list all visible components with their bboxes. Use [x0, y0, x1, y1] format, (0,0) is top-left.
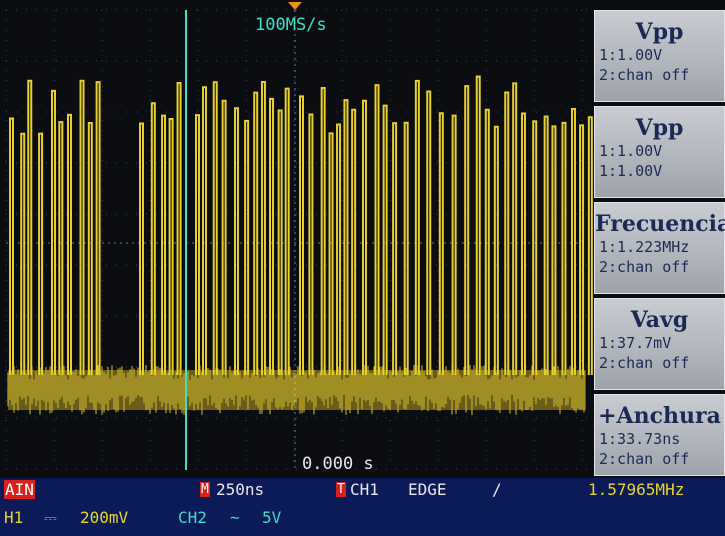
- pulse: [552, 126, 555, 375]
- pulse: [279, 110, 282, 375]
- pulse: [522, 114, 525, 375]
- measurement-value: 2:chan off: [595, 353, 724, 373]
- pulse: [28, 81, 31, 375]
- measurement-value: 2:chan off: [595, 65, 724, 85]
- frequency: 1.57965MHz: [588, 480, 684, 499]
- measurement-title: Vpp: [595, 115, 724, 141]
- measurement-value: 1:1.00V: [595, 161, 724, 181]
- pulse: [214, 82, 217, 375]
- status-bar: AIN M 250ns T CH1 EDGE / 1.57965MHz H1 ⎓…: [0, 478, 725, 536]
- measurement-value: 1:1.00V: [595, 141, 724, 161]
- pulse: [495, 127, 498, 375]
- pulse: [344, 100, 347, 375]
- pulse: [330, 133, 333, 375]
- pulse: [416, 81, 419, 375]
- pulse: [405, 123, 408, 375]
- noise-band: [8, 370, 586, 410]
- pulse: [513, 83, 516, 375]
- waveform-display: 100MS/s 0.000 s: [0, 0, 594, 478]
- pulse: [562, 123, 565, 375]
- pulse: [21, 134, 24, 375]
- pulse: [68, 115, 71, 375]
- pulse: [393, 123, 396, 375]
- ch1-coupling: ⎓: [44, 508, 57, 528]
- trigger-source: CH1: [350, 480, 379, 499]
- pulse: [505, 93, 508, 375]
- ch2-scale: 5V: [262, 508, 281, 527]
- pulse: [309, 114, 312, 375]
- pulse: [59, 122, 62, 375]
- trigger-marker: [288, 2, 302, 10]
- pulse: [223, 101, 226, 375]
- pulse: [453, 116, 456, 375]
- pulse: [39, 134, 42, 375]
- ch1-label: H1: [4, 508, 23, 527]
- ch2-coupling: ~: [230, 508, 240, 527]
- measurement-value: 1:1.00V: [595, 45, 724, 65]
- pulse: [262, 82, 265, 375]
- measurement-title: Vavg: [595, 307, 724, 333]
- timebase-icon: M: [200, 482, 210, 497]
- ch1-scale: 200mV: [80, 508, 128, 527]
- mode: AIN: [4, 480, 35, 499]
- sample-rate: 100MS/s: [255, 15, 327, 35]
- pulse: [545, 116, 548, 375]
- pulse: [322, 88, 325, 375]
- pulse: [384, 106, 387, 375]
- pulse: [162, 116, 165, 375]
- pulse: [352, 110, 355, 375]
- pulse: [196, 115, 199, 375]
- trigger-slope: /: [492, 480, 502, 499]
- pulse: [178, 83, 181, 375]
- measurement-title: +Anchura: [595, 403, 724, 429]
- pulse: [52, 91, 55, 375]
- pulse: [203, 87, 206, 375]
- pulse: [440, 113, 443, 375]
- pulse: [235, 108, 238, 375]
- pulse: [376, 85, 379, 375]
- pulse: [465, 86, 468, 375]
- pulse: [572, 109, 575, 375]
- pulse: [170, 119, 173, 375]
- trigger-type: EDGE: [408, 480, 447, 499]
- measurement-value: 1:33.73ns: [595, 429, 724, 449]
- measurement-title: Vpp: [595, 19, 724, 45]
- pulse: [140, 123, 143, 375]
- measurement-value: 1:1.223MHz: [595, 237, 724, 257]
- ch2-label: CH2: [178, 508, 207, 527]
- pulse: [152, 103, 155, 375]
- pulse: [254, 93, 257, 375]
- measurement-value: 2:chan off: [595, 449, 724, 469]
- measurement-value: 2:chan off: [595, 257, 724, 277]
- trigger-icon: T: [336, 482, 346, 497]
- trigger-time: 0.000 s: [302, 454, 374, 474]
- pulse: [10, 119, 13, 375]
- pulse: [589, 117, 592, 375]
- pulse: [97, 82, 100, 375]
- pulse: [337, 125, 340, 375]
- pulse: [363, 101, 366, 375]
- pulse: [486, 110, 489, 375]
- oscilloscope-screen: 100MS/s 0.000 s Vpp1:1.00V2:chan offVpp1…: [0, 0, 725, 536]
- pulse: [270, 99, 273, 375]
- measurement-value: 1:37.7mV: [595, 333, 724, 353]
- pulse: [300, 96, 303, 375]
- measurement-title: Frecuencia: [595, 211, 724, 237]
- pulse: [477, 76, 480, 375]
- pulse: [533, 121, 536, 375]
- pulse: [427, 92, 430, 375]
- pulse: [286, 89, 289, 375]
- pulse: [81, 81, 84, 375]
- pulse: [245, 121, 248, 375]
- timebase: 250ns: [216, 480, 264, 499]
- pulse: [89, 123, 92, 375]
